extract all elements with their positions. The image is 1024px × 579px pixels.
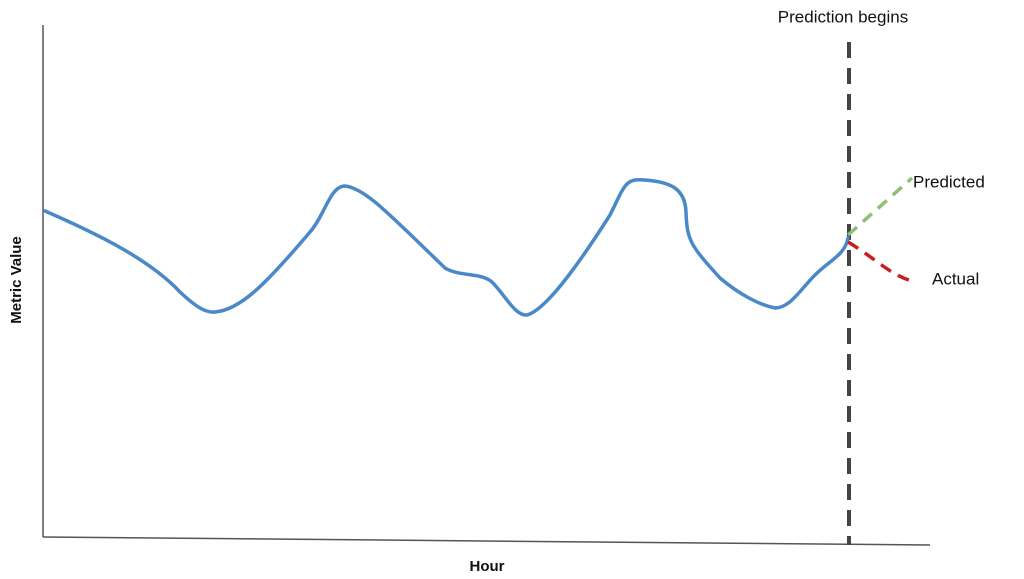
y-axis-label: Metric Value	[8, 236, 25, 324]
legend-label: Predicted	[913, 172, 985, 191]
predicted-line	[846, 176, 914, 237]
x-axis-label: Hour	[470, 558, 505, 575]
actual-line	[847, 240, 913, 283]
x-axis	[42, 536, 931, 546]
legend-label: Actual	[932, 269, 979, 288]
observed-line	[43, 177, 850, 317]
annotation: Prediction begins	[778, 7, 908, 26]
